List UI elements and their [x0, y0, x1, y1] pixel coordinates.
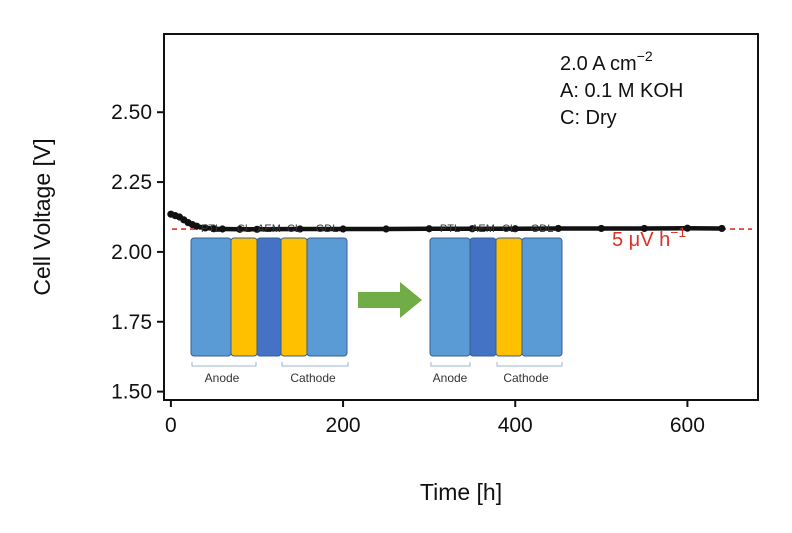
cell-stack-schematic: PTL CL AEM CL GDL PTL AEM CL GDL Anode Cathode Anod… [190, 223, 563, 385]
data-point [236, 225, 244, 233]
data-point [253, 225, 261, 233]
x-tick-label: 400 [498, 414, 533, 437]
y-tick-label: 1.75 [111, 311, 152, 334]
y-tick-label: 1.50 [111, 381, 152, 404]
data-point [210, 225, 218, 233]
layer-cl [230, 237, 258, 357]
data-point [296, 225, 304, 233]
layer-label: PTL [201, 223, 221, 235]
layer-ptl [190, 237, 232, 357]
data-point [511, 225, 519, 233]
layer-aem [256, 237, 282, 357]
group-bracket [430, 362, 471, 367]
group-label: Cathode [503, 371, 549, 385]
layer-label: CL [502, 223, 516, 235]
stack-after: PTL AEM CL GDL [429, 223, 563, 357]
data-point [683, 224, 692, 232]
data-point [201, 224, 209, 232]
condition-current-density: 2.0 A cm−2 [560, 48, 653, 75]
x-axis: 0 200 400 600 [165, 400, 705, 437]
layer-cl [280, 237, 308, 357]
data-point [193, 222, 201, 230]
data-point [382, 225, 390, 233]
y-tick-label: 2.25 [111, 171, 152, 194]
y-tick-label: 2.50 [111, 101, 152, 124]
layer-gdl [306, 237, 348, 357]
layer-aem [469, 237, 497, 357]
layer-label: GDL [531, 223, 554, 235]
group-label: Cathode [290, 371, 336, 385]
group-bracket [496, 362, 563, 367]
group-label: Anode [205, 371, 240, 385]
x-tick-label: 200 [326, 414, 361, 437]
layer-ptl [429, 237, 471, 357]
stack-before: PTL CL AEM CL GDL [190, 223, 348, 357]
x-tick-label: 0 [165, 414, 177, 437]
y-tick-label: 2.00 [111, 241, 152, 264]
series-layer [167, 210, 726, 233]
group-label: Anode [433, 371, 468, 385]
layer-label: CL [287, 223, 301, 235]
transition-arrow-icon [358, 282, 422, 318]
data-point [425, 225, 433, 233]
group-cathode-before: Cathode [281, 362, 349, 385]
condition-cathode: C: Dry [560, 107, 617, 129]
data-point [468, 225, 476, 233]
plot-frame [163, 33, 759, 401]
layer-label: PTL [440, 223, 460, 235]
layer-label: AEM [471, 223, 495, 235]
degradation-rate-label: 5 μV h−1 [612, 224, 686, 251]
y-axis-label: Cell Voltage [V] [29, 138, 55, 295]
group-bracket [281, 362, 349, 367]
x-axis-label: Time [h] [420, 479, 502, 505]
group-anode-before: Anode [191, 362, 257, 385]
data-point [640, 224, 648, 233]
group-bracket [191, 362, 257, 367]
data-point [339, 225, 347, 233]
data-point [597, 224, 605, 233]
group-anode-after: Anode [430, 362, 471, 385]
layer-label: GDL [316, 223, 339, 235]
degradation-rate-value: 5 μV h [612, 229, 670, 251]
x-tick-label: 600 [670, 414, 705, 437]
layer-gdl [521, 237, 563, 357]
degradation-rate-exponent: −1 [670, 224, 686, 240]
layer-cl [495, 237, 523, 357]
y-axis: 1.50 1.75 2.00 2.25 2.50 [111, 101, 164, 404]
layer-label: AEM [257, 223, 281, 235]
current-density-value: 2.0 A cm [560, 53, 637, 75]
layer-label: CL [237, 223, 251, 235]
condition-anode: A: 0.1 M KOH [560, 80, 683, 102]
group-cathode-after: Cathode [496, 362, 563, 385]
data-point [718, 224, 726, 233]
data-point [554, 224, 562, 233]
current-density-exponent: −2 [637, 48, 653, 64]
data-point [218, 225, 227, 233]
